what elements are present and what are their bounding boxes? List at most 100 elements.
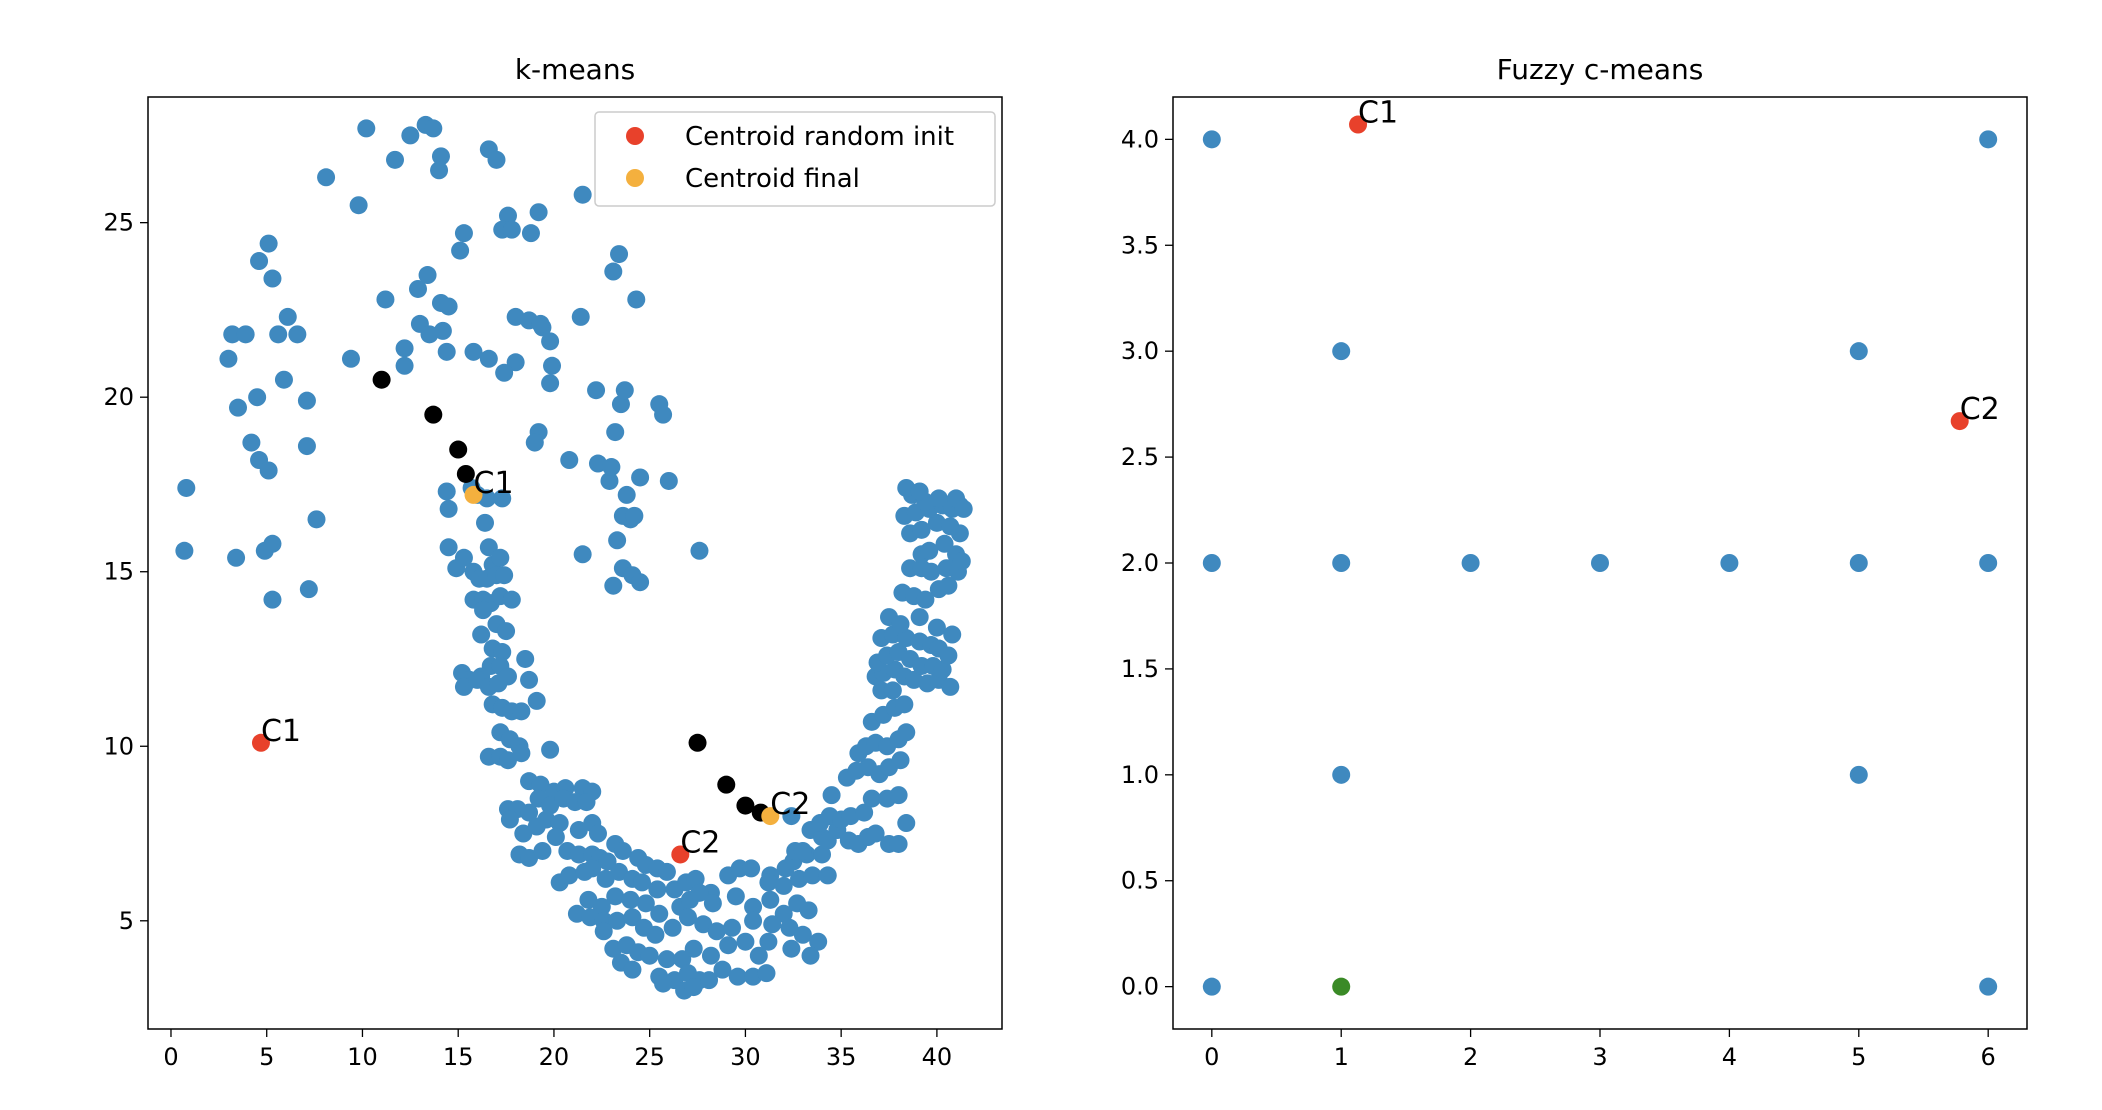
data-point [822, 786, 841, 805]
data-point [493, 489, 512, 508]
data-point [648, 880, 667, 899]
y-tick-label: 1.0 [1121, 761, 1159, 789]
data-point [250, 252, 269, 271]
centroid-label: C2 [1960, 392, 2000, 427]
data-point [939, 646, 958, 665]
data-point [278, 307, 297, 326]
data-point [495, 363, 514, 382]
data-point [464, 342, 483, 361]
data-point [933, 660, 952, 679]
legend-box [594, 111, 996, 207]
data-point [889, 786, 908, 805]
data-point [474, 601, 493, 620]
data-point [317, 168, 336, 187]
centroid-label: C2 [680, 825, 720, 860]
data-point [569, 821, 588, 840]
x-tick-label: 35 [826, 1043, 857, 1071]
data-point [862, 789, 881, 808]
data-point [1979, 554, 1998, 572]
data-point [472, 625, 491, 644]
path-point [456, 464, 475, 483]
data-point [592, 897, 611, 916]
data-point [579, 890, 598, 909]
fuzzy-cmeans-chart: Fuzzy c-means 0 1 2 3 4 5 6 0.0 0.5 1.0 1.5 2.0 2.5 3.… [1121, 53, 2028, 1071]
data-point [610, 862, 629, 881]
data-point [803, 866, 822, 885]
y-tick-label: 15 [103, 558, 134, 586]
data-point [512, 702, 531, 721]
data-point [1979, 130, 1998, 149]
data-point [433, 321, 452, 340]
final-point [761, 807, 780, 826]
data-point [950, 524, 969, 543]
data-point [541, 374, 560, 393]
y-tick-label: 3.5 [1121, 231, 1159, 259]
data-point [736, 932, 755, 951]
data-point [621, 890, 640, 909]
data-point [604, 576, 623, 595]
data-point [437, 342, 456, 361]
final-point [464, 485, 483, 504]
data-point [560, 451, 579, 470]
legend: Centroid random init Centroid final [594, 111, 996, 207]
data-point [774, 904, 793, 923]
data-point [228, 398, 247, 417]
y-tick-label: 3.0 [1121, 337, 1159, 365]
data-point [424, 119, 443, 138]
data-point [506, 353, 525, 372]
data-point [439, 538, 458, 557]
data-point [498, 751, 517, 770]
x-tick-label: 20 [539, 1043, 570, 1071]
data-point [939, 576, 958, 595]
x-tick-label: 6 [1981, 1043, 1996, 1071]
data-point [401, 126, 420, 145]
data-point [520, 803, 539, 822]
data-point [1849, 765, 1868, 784]
path-point [424, 405, 443, 424]
data-point [623, 908, 642, 927]
data-point [573, 185, 592, 204]
y-tick-label: 20 [103, 383, 134, 411]
data-point [177, 478, 196, 497]
data-point [263, 269, 282, 288]
data-point [728, 967, 747, 986]
data-point [611, 395, 630, 414]
data-point [954, 499, 973, 518]
data-point [749, 946, 768, 965]
data-point [594, 922, 613, 941]
data-point [587, 381, 606, 400]
data-point [866, 824, 885, 843]
data-point [541, 796, 560, 815]
data-point [543, 356, 562, 375]
data-point [633, 873, 652, 892]
data-point [533, 841, 552, 860]
data-point [219, 349, 238, 368]
data-point [512, 744, 531, 763]
data-point [408, 279, 427, 298]
data-point [690, 883, 709, 902]
data-point [623, 960, 642, 979]
data-point [520, 670, 539, 689]
data-point [889, 834, 908, 853]
data-point [307, 510, 326, 529]
data-point [525, 433, 544, 452]
data-point [546, 828, 565, 847]
data-point [663, 918, 682, 937]
data-point [288, 325, 307, 344]
data-point [236, 325, 255, 344]
data-point [941, 677, 960, 696]
data-point [297, 391, 316, 410]
x-tick-label: 0 [163, 1043, 178, 1071]
path-point [372, 370, 391, 389]
data-point [916, 590, 935, 609]
data-point [813, 845, 832, 864]
data-point [451, 241, 470, 260]
data-point [952, 552, 971, 571]
y-tick-label: 1.5 [1121, 655, 1159, 683]
kmeans-chart: k-means 0 5 10 15 20 25 30 35 40 5 10 15 20 25 C1 C2 C1 C2… [103, 53, 1003, 1071]
highlight-point [1332, 977, 1351, 996]
axes-frame [1172, 96, 2028, 1030]
data-point [686, 869, 705, 888]
data-point [935, 534, 954, 553]
data-point [608, 531, 627, 550]
